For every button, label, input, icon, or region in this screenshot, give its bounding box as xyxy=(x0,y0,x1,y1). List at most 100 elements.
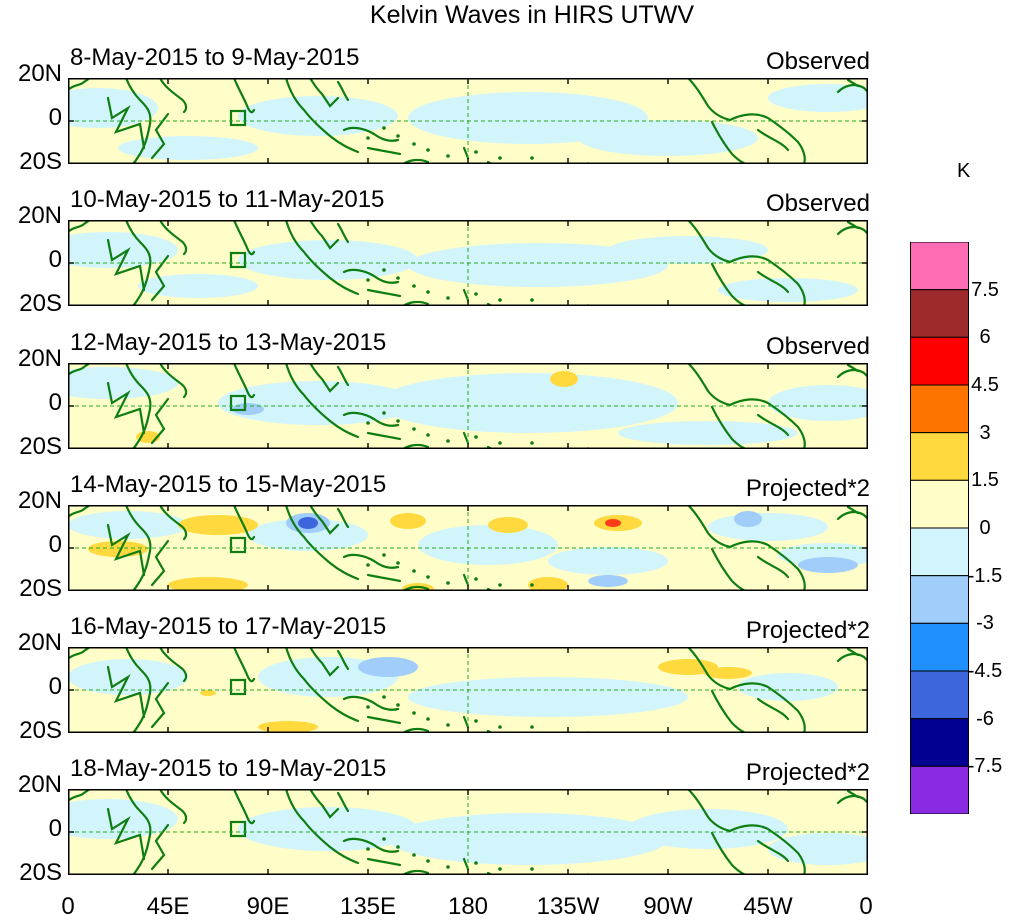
region-box xyxy=(229,536,247,554)
anomaly-contour xyxy=(258,721,318,733)
coastline xyxy=(686,789,732,833)
lon-label: 135W xyxy=(536,893,600,920)
anomaly-contour xyxy=(578,120,758,156)
coastline xyxy=(401,585,430,591)
anomaly-map xyxy=(68,220,868,306)
coastline xyxy=(284,789,360,865)
coastline xyxy=(106,807,146,861)
island-marker xyxy=(396,419,400,423)
colorbar-swatch xyxy=(910,622,969,672)
coastline xyxy=(158,220,188,256)
colorbar-swatch xyxy=(910,336,969,386)
coastline xyxy=(68,363,92,377)
anomaly-contour xyxy=(238,96,398,136)
coastline xyxy=(342,695,400,711)
colorbar-swatch xyxy=(910,765,969,814)
coastline xyxy=(728,540,806,591)
coastline xyxy=(846,647,860,657)
region-box xyxy=(229,678,247,696)
map-panel: 10-May-2015 to 11-May-2015 Observed 20N 0 20… xyxy=(0,186,880,326)
coastlines xyxy=(68,789,868,875)
coastline xyxy=(756,555,790,579)
colorbar-swatch xyxy=(910,289,969,338)
colorbar-tick-label: -3 xyxy=(976,612,994,635)
island-marker xyxy=(474,292,478,296)
map-panel: 8-May-2015 to 9-May-2015 Observed 20N 0 20S xyxy=(0,44,880,184)
longitude-axis: 0 45E 90E 135E 180 135W 90W 45W 0 xyxy=(0,888,1024,920)
anomaly-contour xyxy=(238,807,418,851)
coastline xyxy=(336,649,350,671)
colorbar-tick-label: 7.5 xyxy=(971,278,999,301)
island-marker xyxy=(412,569,416,573)
lat-label: 20N xyxy=(17,345,62,372)
coastline xyxy=(728,255,806,306)
anomaly-contour xyxy=(708,513,828,541)
anomaly-contour xyxy=(68,88,158,128)
colorbar-swatch xyxy=(910,384,969,434)
island-marker xyxy=(382,553,386,557)
panel-frame xyxy=(68,78,868,164)
island-marker xyxy=(474,719,478,723)
island-marker xyxy=(382,268,386,272)
coastline xyxy=(686,220,732,264)
panel-frame xyxy=(68,647,868,733)
coastline xyxy=(158,78,188,114)
coastline xyxy=(462,573,470,587)
island-marker xyxy=(446,439,450,443)
coastline xyxy=(106,96,146,150)
anomaly-contour xyxy=(704,667,752,679)
coastline xyxy=(401,869,430,875)
colorbar-tick-label: 4.5 xyxy=(971,374,999,396)
island-marker xyxy=(530,867,534,871)
coastline xyxy=(401,158,430,164)
coastline xyxy=(836,225,868,236)
anomaly-contour xyxy=(528,577,568,591)
island-marker xyxy=(412,284,416,288)
anomaly-contour xyxy=(768,84,868,112)
island-marker xyxy=(382,411,386,415)
island-marker xyxy=(498,156,502,160)
island-marker xyxy=(366,847,370,851)
island-marker xyxy=(426,859,430,863)
coastline xyxy=(462,288,470,302)
coastline xyxy=(68,647,92,661)
coastline xyxy=(756,128,790,152)
lon-label: 90W xyxy=(643,893,693,920)
anomaly-contour xyxy=(718,278,858,302)
coastline xyxy=(462,857,470,871)
anomaly-contour xyxy=(138,274,258,298)
coastline xyxy=(342,553,400,569)
coastline xyxy=(462,715,470,729)
island-marker xyxy=(426,290,430,294)
colorbar-swatch xyxy=(910,527,969,577)
lat-label: 20S xyxy=(19,290,62,317)
coastline xyxy=(308,363,340,393)
coastline xyxy=(846,789,860,799)
anomaly-contour xyxy=(68,367,178,399)
island-marker xyxy=(474,150,478,154)
coastline xyxy=(106,238,146,292)
anomaly-contour xyxy=(605,519,621,527)
colorbar-tick-label: -1.5 xyxy=(967,564,1003,587)
coastline xyxy=(150,112,170,160)
coastline xyxy=(68,220,92,234)
panel-date-range: 16-May-2015 to 17-May-2015 xyxy=(70,613,387,640)
anomaly-contour xyxy=(738,673,838,701)
coastline xyxy=(846,363,860,373)
coastline xyxy=(336,365,350,387)
lon-label: 180 xyxy=(447,893,489,920)
island-marker xyxy=(412,427,416,431)
region-box xyxy=(229,820,247,838)
panel-date-range: 14-May-2015 to 15-May-2015 xyxy=(70,471,387,498)
island-marker xyxy=(412,142,416,146)
lat-label: 20N xyxy=(17,771,62,798)
lat-label: 0 xyxy=(48,531,62,558)
coastline xyxy=(284,363,360,439)
island-marker xyxy=(396,561,400,565)
chart-title: Kelvin Waves in HIRS UTWV xyxy=(369,1,695,29)
coastline xyxy=(756,413,790,437)
anomaly-contour xyxy=(378,373,678,433)
anomaly-contour xyxy=(798,557,858,573)
coastline xyxy=(462,431,470,445)
lat-label: 0 xyxy=(48,673,62,700)
